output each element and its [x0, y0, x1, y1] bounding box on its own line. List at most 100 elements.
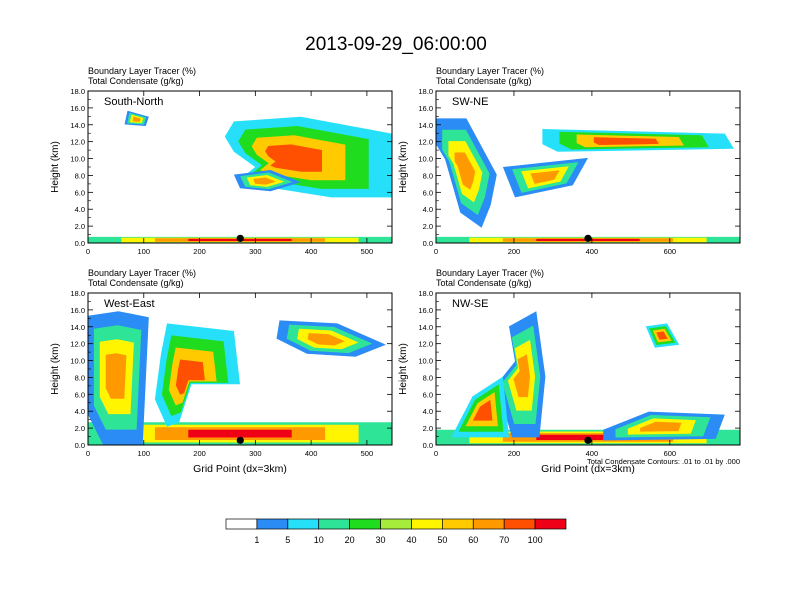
colorbar-label: 20: [345, 535, 355, 545]
field-shading: [436, 118, 740, 243]
x-tick-label: 0: [434, 247, 438, 256]
y-tick-label: 16.0: [70, 104, 85, 113]
shade-band: [175, 359, 205, 395]
y-tick-label: 10.0: [70, 155, 85, 164]
y-tick-label: 2.0: [75, 424, 85, 433]
panel-subtitle: Total Condensate (g/kg): [436, 76, 532, 86]
colorbar-swatch: [534, 518, 567, 530]
y-tick-label: 12.0: [418, 340, 433, 349]
y-tick-label: 16.0: [418, 104, 433, 113]
panel-subtitle: Total Condensate (g/kg): [436, 278, 532, 288]
y-tick-label: 14.0: [70, 121, 85, 130]
x-tick-label: 300: [249, 247, 262, 256]
panel-subtitle: Boundary Layer Tracer (%): [436, 66, 544, 76]
y-tick-label: 12.0: [418, 138, 433, 147]
x-tick-label: 200: [193, 449, 206, 458]
x-tick-label: 100: [138, 449, 151, 458]
panels: Boundary Layer Tracer (%)Total Condensat…: [50, 66, 741, 475]
y-tick-label: 18.0: [70, 289, 85, 298]
colorbar-swatch: [349, 518, 381, 530]
colorbar-swatch: [411, 518, 443, 530]
shade-band: [307, 333, 345, 346]
y-tick-label: 8.0: [75, 373, 85, 382]
y-tick-label: 8.0: [423, 171, 433, 180]
colorbar-swatch: [380, 518, 412, 530]
x-tick-label: 100: [138, 247, 151, 256]
shade-band: [105, 353, 127, 399]
x-tick-label: 400: [586, 247, 599, 256]
y-tick-label: 14.0: [418, 121, 433, 130]
colorbar-swatch: [442, 518, 474, 530]
panel-label: South-North: [104, 96, 163, 108]
shade-band: [132, 116, 141, 122]
contour-footnote: Total Condensate Contours: .01 to .01 by…: [587, 457, 740, 466]
y-tick-label: 4.0: [423, 205, 433, 214]
colorbar-swatch: [225, 518, 258, 530]
x-tick-label: 200: [193, 247, 206, 256]
panel-subtitle: Total Condensate (g/kg): [88, 76, 184, 86]
y-tick-label: 6.0: [75, 188, 85, 197]
shade-band: [513, 354, 530, 398]
y-axis-label: Height (km): [398, 141, 409, 193]
shade-band: [265, 144, 322, 172]
y-tick-label: 0.0: [75, 441, 85, 450]
site-marker: [236, 234, 244, 242]
colorbar-label: 30: [376, 535, 386, 545]
colorbar-swatch: [287, 518, 320, 530]
panel-subtitle: Boundary Layer Tracer (%): [436, 268, 544, 278]
x-tick-label: 400: [586, 449, 599, 458]
colorbar-label: 40: [406, 535, 416, 545]
y-tick-label: 4.0: [75, 407, 85, 416]
y-tick-label: 0.0: [75, 239, 85, 248]
x-tick-label: 600: [664, 247, 677, 256]
panel-label: NW-SE: [452, 298, 488, 310]
y-tick-label: 8.0: [75, 171, 85, 180]
panel-label: SW-NE: [452, 96, 488, 108]
colorbar-label: 70: [499, 535, 509, 545]
x-tick-label: 0: [86, 247, 90, 256]
panel-nw-se: Boundary Layer Tracer (%)Total Condensat…: [398, 268, 741, 475]
colorbar-swatch: [256, 518, 289, 530]
shade-band: [454, 152, 476, 190]
x-tick-label: 500: [361, 247, 374, 256]
shade-band: [640, 421, 682, 432]
colorbar-label: 60: [468, 535, 478, 545]
panel-subtitle: Boundary Layer Tracer (%): [88, 66, 196, 76]
x-tick-label: 300: [249, 449, 262, 458]
site-marker: [584, 234, 592, 242]
panel-subtitle: Boundary Layer Tracer (%): [88, 268, 196, 278]
colorbar-label: 5: [285, 535, 290, 545]
site-marker: [236, 436, 244, 444]
x-tick-label: 200: [508, 449, 521, 458]
x-tick-label: 400: [305, 247, 318, 256]
x-tick-label: 200: [508, 247, 521, 256]
shade-band: [188, 429, 292, 438]
panel-west-east: Boundary Layer Tracer (%)Total Condensat…: [50, 268, 393, 475]
shade-band: [530, 170, 560, 184]
y-tick-label: 4.0: [75, 205, 85, 214]
x-tick-label: 0: [86, 449, 90, 458]
y-axis-label: Height (km): [50, 141, 61, 193]
y-tick-label: 18.0: [418, 289, 433, 298]
x-tick-label: 500: [361, 449, 374, 458]
field-shading: [88, 110, 392, 243]
colorbar-label: 100: [528, 535, 543, 545]
y-tick-label: 12.0: [70, 138, 85, 147]
y-tick-label: 18.0: [418, 87, 433, 96]
y-tick-label: 6.0: [75, 390, 85, 399]
figure-title: 2013-09-29_06:00:00: [305, 34, 487, 55]
site-marker: [584, 436, 592, 444]
shade-band: [253, 177, 276, 185]
colorbar: 1 5 10 20 30 40 50 60 70 100: [225, 518, 567, 545]
y-tick-label: 16.0: [418, 306, 433, 315]
y-tick-label: 10.0: [418, 357, 433, 366]
y-axis-label: Height (km): [50, 343, 61, 395]
y-tick-label: 4.0: [423, 407, 433, 416]
y-tick-label: 2.0: [423, 222, 433, 231]
field-shading: [436, 311, 740, 445]
y-tick-label: 2.0: [423, 424, 433, 433]
y-tick-label: 10.0: [418, 155, 433, 164]
x-axis-label: Grid Point (dx=3km): [541, 463, 635, 475]
colorbar-label: 1: [254, 535, 259, 545]
